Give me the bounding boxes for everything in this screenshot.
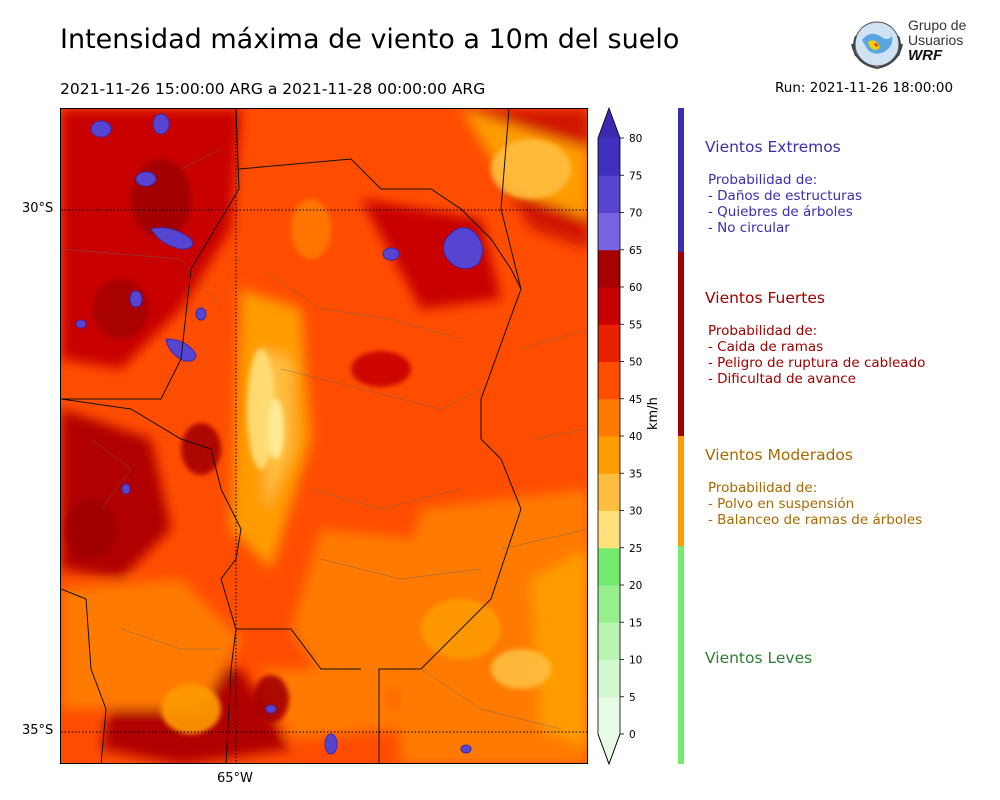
colorbar-tick-label: 30 [629,506,642,518]
category-moderados-title: Vientos Moderados [705,446,853,464]
colorbar-segment [598,622,620,660]
colorbar-segment [598,659,620,698]
logo-line3: WRF [908,47,943,64]
colorbar: 0 5 10 15 20 25 30 35 40 45 50 55 60 65 70 75 80 [597,106,642,766]
period-label: 2021-11-26 15:00:00 ARG a 2021-11-28 00:… [60,80,486,98]
colorbar-segment [598,175,620,213]
colorbar-tick-label: 15 [629,617,642,629]
category-fuertes-title: Vientos Fuertes [705,289,825,307]
colorbar-tick-label: 10 [629,655,642,667]
logo-text: Grupo de Usuarios WRF [908,17,967,64]
colorbar-extend-high [598,108,620,138]
colorbar-tick-label: 60 [629,282,642,294]
colorbar-tick-label: 5 [629,692,636,704]
wind-map [60,108,588,764]
category-moderados-desc: Probabilidad de: - Polvo en suspensión -… [708,480,923,528]
colorbar-tick-label: 0 [629,729,636,741]
logo-line2: Usuarios [908,32,964,48]
colorbar-segment [598,547,620,586]
colorbar-segment [598,138,620,176]
category-fuertes-desc: Probabilidad de: - Caida de ramas - Peli… [708,323,926,387]
colorbar-tick-label: 80 [629,133,642,145]
colorbar-segment [598,473,620,511]
colorbar-segment [598,510,620,549]
wind-field [61,109,587,763]
colorbar-tick-label: 40 [629,431,642,443]
colorbar-segment [598,287,620,325]
bar-fuertes [678,252,684,436]
colorbar-segment [598,696,620,735]
colorbar-segment [598,212,620,251]
globe-logo-icon [851,21,903,70]
colorbar-segment [598,436,620,474]
logo [848,14,978,74]
colorbar-tick-label: 35 [629,468,642,480]
lon-label-65w: 65°W [217,771,253,786]
bar-leves [678,546,684,764]
colorbar-segment [598,249,620,288]
colorbar-segment [598,585,620,623]
category-extremos-title: Vientos Extremos [705,138,841,156]
colorbar-tick-label: 20 [629,580,642,592]
logo-line1: Grupo de [908,17,967,33]
colorbar-unit: km/h [646,397,661,430]
chart-title: Intensidad máxima de viento a 10m del su… [60,24,680,55]
colorbar-segment [598,324,620,362]
lat-label-35s: 35°S [22,723,54,738]
colorbar-segment [598,398,620,437]
colorbar-tick-label: 25 [629,543,642,555]
colorbar-tick-label: 65 [629,245,642,257]
colorbar-tick-label: 50 [629,357,642,369]
colorbar-tick-label: 55 [629,319,642,331]
bar-moderados [678,436,684,546]
bar-extremos [678,108,684,252]
run-label: Run: 2021-11-26 18:00:00 [775,80,954,96]
colorbar-tick-label: 45 [629,394,642,406]
colorbar-tick-label: 75 [629,170,642,182]
colorbar-extend-low [597,733,621,766]
category-leves-title: Vientos Leves [705,649,813,667]
colorbar-segment [598,361,620,400]
category-extremos-desc: Probabilidad de: - Daños de estructuras … [708,172,863,236]
colorbar-tick-label: 70 [629,208,642,220]
lat-label-30s: 30°S [22,201,54,216]
